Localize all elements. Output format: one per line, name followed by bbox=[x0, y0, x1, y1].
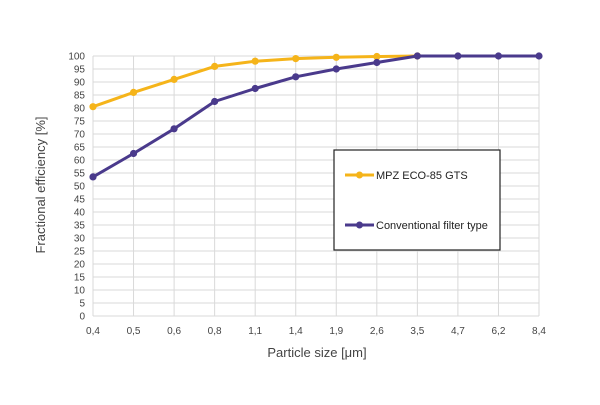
data-point bbox=[129, 149, 138, 158]
legend-swatch-marker-1 bbox=[356, 221, 363, 229]
y-tick-label: 80 bbox=[74, 104, 86, 115]
data-point bbox=[211, 62, 219, 70]
y-tick-label: 90 bbox=[74, 78, 86, 89]
y-tick-label: 95 bbox=[74, 65, 86, 76]
x-tick-label: 4,7 bbox=[451, 326, 465, 337]
x-tick-label: 3,5 bbox=[410, 326, 424, 337]
x-tick-label: 2,6 bbox=[370, 326, 384, 337]
y-tick-label: 70 bbox=[74, 130, 86, 141]
legend: MPZ ECO-85 GTS Conventional filter type bbox=[333, 149, 501, 251]
x-tick-label: 0,6 bbox=[167, 326, 181, 337]
x-tick-label: 1,1 bbox=[248, 326, 262, 337]
series bbox=[89, 52, 543, 181]
data-point bbox=[332, 53, 340, 61]
x-tick-label: 0,8 bbox=[208, 326, 222, 337]
y-tick-label: 50 bbox=[74, 182, 86, 193]
data-point bbox=[89, 173, 97, 181]
x-tick-label: 6,2 bbox=[492, 326, 506, 337]
y-tick-label: 0 bbox=[79, 312, 85, 323]
y-axis-title: Fractional efficiency [%] bbox=[33, 116, 48, 253]
legend-swatch-marker-0 bbox=[356, 171, 363, 179]
data-point bbox=[251, 84, 259, 93]
data-point bbox=[454, 52, 462, 60]
data-point bbox=[332, 65, 340, 73]
y-tick-label: 65 bbox=[74, 143, 86, 154]
data-point bbox=[413, 52, 421, 60]
tick-labels: 0 5 10 15 20 25 30 35 40 45 50 55 60 65 70 75 80 85 90 95 10… bbox=[68, 52, 546, 338]
x-tick-label: 0,5 bbox=[127, 326, 141, 337]
x-tick-label: 1,9 bbox=[329, 326, 343, 337]
data-point bbox=[535, 52, 543, 60]
data-point bbox=[170, 75, 178, 83]
y-tick-label: 35 bbox=[74, 221, 86, 232]
y-tick-label: 30 bbox=[74, 234, 86, 245]
y-tick-label: 45 bbox=[74, 195, 86, 206]
legend-label-1: Conventional filter type bbox=[376, 220, 488, 232]
x-axis-title: Particle size [μm] bbox=[267, 345, 366, 360]
data-point bbox=[292, 55, 300, 63]
data-point bbox=[373, 52, 381, 61]
y-tick-label: 55 bbox=[74, 169, 86, 180]
y-tick-label: 85 bbox=[74, 91, 86, 102]
legend-box bbox=[333, 149, 501, 251]
y-tick-label: 40 bbox=[74, 208, 86, 219]
series-1 bbox=[89, 52, 543, 181]
data-point bbox=[129, 88, 138, 96]
data-point bbox=[170, 125, 178, 133]
data-point bbox=[89, 103, 97, 111]
data-point bbox=[211, 97, 219, 106]
data-point bbox=[292, 73, 300, 81]
data-point bbox=[251, 57, 259, 65]
series-line-1 bbox=[92, 54, 539, 179]
data-point bbox=[494, 52, 503, 60]
x-tick-label: 0,4 bbox=[86, 326, 100, 337]
y-tick-label: 5 bbox=[79, 299, 85, 310]
y-tick-label: 15 bbox=[74, 273, 86, 284]
y-tick-label: 10 bbox=[74, 286, 86, 297]
grid bbox=[92, 55, 540, 317]
y-tick-label: 60 bbox=[74, 156, 86, 167]
y-tick-label: 75 bbox=[74, 117, 86, 128]
x-tick-label: 1,4 bbox=[289, 326, 303, 337]
y-tick-label: 20 bbox=[74, 260, 86, 271]
data-point bbox=[373, 58, 381, 67]
legend-label-0: MPZ ECO-85 GTS bbox=[376, 170, 468, 182]
x-tick-label: 8,4 bbox=[532, 326, 546, 337]
y-tick-label: 100 bbox=[68, 52, 85, 63]
y-tick-label: 25 bbox=[74, 247, 86, 258]
